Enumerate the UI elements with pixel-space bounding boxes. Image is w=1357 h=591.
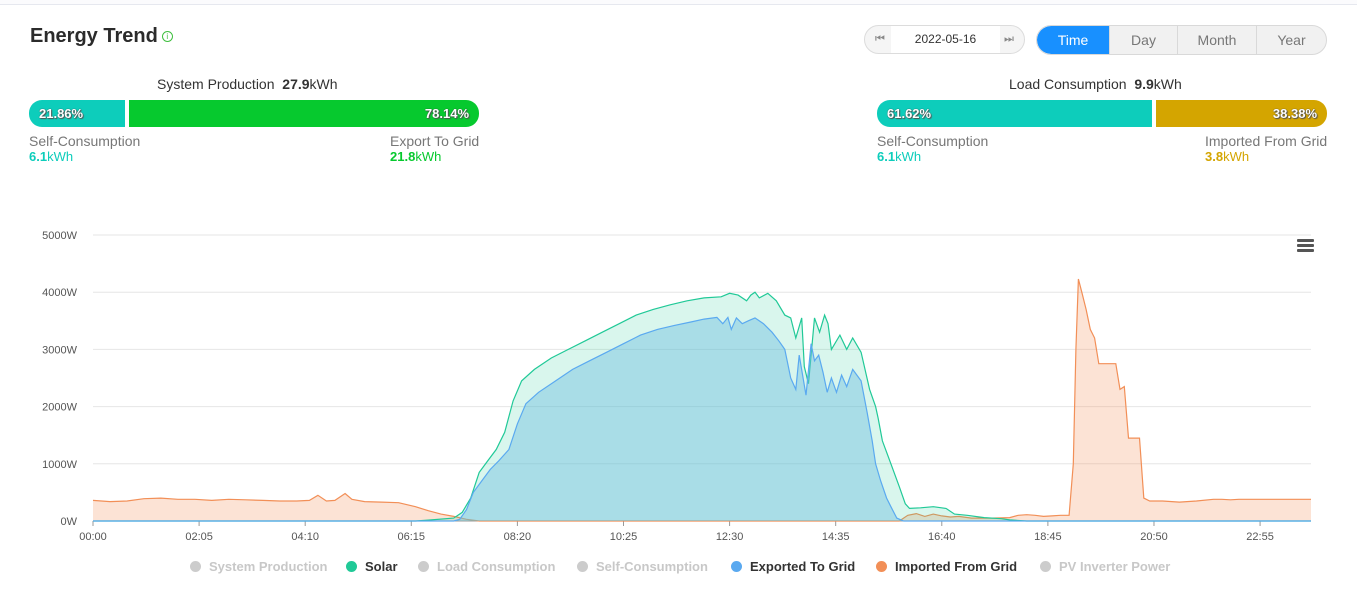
consumption-import-label: Imported From Grid [1205,133,1328,149]
legend-item-exported-to-grid[interactable]: Exported To Grid [731,559,855,574]
y-tick-label: 0W [61,516,78,528]
x-tick-label: 22:55 [1246,531,1274,543]
chart-menu-icon[interactable] [1297,239,1314,253]
top-divider [0,0,1357,5]
period-tabs: Time Day Month Year [1036,25,1327,55]
info-icon[interactable]: i [161,31,173,42]
next-date-icon[interactable]: ⏭ [1004,33,1014,45]
x-tick-label: 10:25 [610,531,638,543]
legend-item-self-consumption[interactable]: Self-Consumption [577,559,708,574]
y-tick-label: 3000W [42,344,77,356]
y-tick-label: 1000W [42,459,77,471]
legend-marker-icon [190,561,201,572]
legend-marker-icon [876,561,887,572]
legend-marker-icon [577,561,588,572]
y-tick-label: 5000W [42,230,77,242]
x-tick-label: 04:10 [291,531,319,543]
solar-line [93,291,1311,522]
x-tick-label: 18:45 [1034,531,1062,543]
consumption-self-label: Self-Consumption [877,133,989,149]
consumption-self-bar: 61.62% [877,100,1152,127]
chart-legend: System Production Solar Load Consumption Se… [0,559,1357,579]
date-picker[interactable]: ⏮ 2022-05-16 ⏭ [864,25,1025,54]
production-self-label: Self-Consumption [29,133,141,149]
x-tick-label: 08:20 [504,531,532,543]
x-tick-label: 02:05 [185,531,213,543]
x-tick-label: 12:30 [716,531,744,543]
legend-item-imported-from-grid[interactable]: Imported From Grid [876,559,1017,574]
legend-marker-icon [1040,561,1051,572]
x-tick-label: 06:15 [398,531,426,543]
x-tick-label: 14:35 [822,531,850,543]
production-export-bar: 78.14% [129,100,479,127]
tab-day[interactable]: Day [1109,26,1177,54]
legend-item-pv-inverter-power[interactable]: PV Inverter Power [1040,559,1170,574]
production-self-bar: 21.86% [29,100,125,127]
consumption-heading: Load Consumption 9.9kWh [1009,76,1182,92]
legend-item-system-production[interactable]: System Production [190,559,327,574]
consumption-self-value: 6.1kWh [877,149,922,164]
production-self-value: 6.1kWh [29,149,74,164]
legend-item-load-consumption[interactable]: Load Consumption [418,559,555,574]
page-title: Energy Trend i [30,25,173,48]
y-tick-label: 4000W [42,287,77,299]
production-export-value: 21.8kWh [390,149,442,164]
legend-label: System Production [209,559,328,574]
consumption-import-bar: 38.38% [1156,100,1327,127]
tab-month[interactable]: Month [1177,26,1256,54]
consumption-import-value: 3.8kWh [1205,149,1250,164]
legend-label: Load Consumption [437,559,556,574]
y-tick-label: 2000W [42,402,77,414]
solar-area [93,292,1311,521]
production-heading: System Production 27.9kWh [157,76,338,92]
production-export-label: Export To Grid [390,133,480,149]
previous-date-icon[interactable]: ⏮ [875,33,885,45]
energy-trend-chart: 0W 1000W 2000W 3000W 4000W 5000W 00:00 02:05 04:… [42,230,1311,543]
tab-time[interactable]: Time [1037,26,1109,54]
legend-label: Imported From Grid [895,559,1018,574]
legend-item-solar[interactable]: Solar [346,559,398,574]
legend-label: Solar [365,559,398,574]
legend-marker-icon [346,561,357,572]
x-tick-label: 00:00 [79,531,107,543]
legend-marker-icon [418,561,429,572]
imported-from-grid-line [92,278,1311,522]
tab-year[interactable]: Year [1256,26,1326,54]
exported-to-grid-area [93,317,1311,521]
x-tick-label: 16:40 [928,531,956,543]
legend-marker-icon [731,561,742,572]
legend-label: Self-Consumption [596,559,708,574]
exported-to-grid-line [93,316,1311,522]
legend-label: PV Inverter Power [1059,559,1171,574]
legend-label: Exported To Grid [750,559,856,574]
date-value[interactable]: 2022-05-16 [891,26,1000,53]
x-tick-label: 20:50 [1140,531,1168,543]
